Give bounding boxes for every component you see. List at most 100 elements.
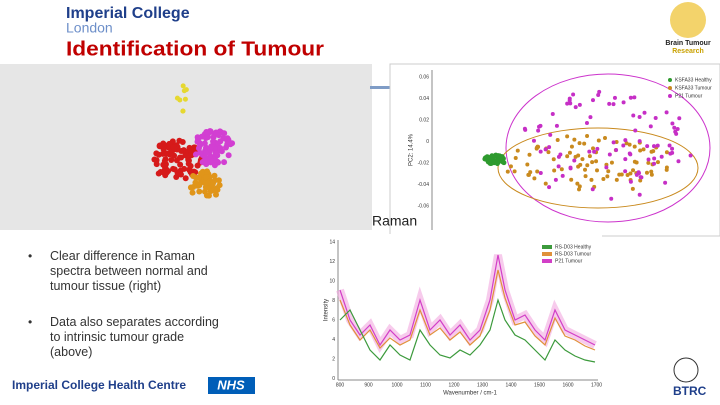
legend-label: KSFA33 Healthy bbox=[675, 77, 712, 83]
dot bbox=[627, 142, 632, 147]
dot bbox=[182, 175, 189, 182]
dot bbox=[578, 162, 583, 167]
dot bbox=[558, 152, 563, 157]
legend-swatch bbox=[542, 259, 552, 263]
dot bbox=[205, 192, 212, 199]
dot bbox=[548, 132, 553, 137]
dot bbox=[614, 177, 619, 182]
dot bbox=[187, 184, 194, 191]
dot bbox=[221, 159, 228, 166]
dot bbox=[688, 153, 693, 158]
dot bbox=[538, 149, 543, 154]
dot bbox=[538, 123, 543, 128]
dot bbox=[591, 146, 596, 151]
legend-label: RS-D03 Healthy bbox=[555, 244, 592, 250]
dot bbox=[536, 128, 541, 133]
axis-label: Intensity bbox=[324, 299, 330, 321]
dot bbox=[534, 145, 539, 150]
dot bbox=[664, 150, 669, 155]
dot bbox=[189, 189, 196, 196]
dot bbox=[538, 171, 543, 176]
dot bbox=[572, 137, 577, 142]
dot bbox=[585, 133, 590, 138]
dot bbox=[180, 108, 186, 114]
legend-label: KSFA33 Tumour bbox=[675, 85, 712, 91]
dot bbox=[646, 157, 651, 162]
location: London bbox=[66, 20, 113, 36]
dot bbox=[583, 167, 588, 172]
dot bbox=[565, 154, 570, 159]
dot bbox=[170, 144, 177, 151]
dot bbox=[523, 127, 528, 132]
dot bbox=[595, 168, 600, 173]
dot bbox=[512, 169, 517, 174]
divider bbox=[370, 86, 390, 89]
logo-text: Research bbox=[672, 48, 704, 55]
dot bbox=[567, 98, 572, 103]
y-tick-label: 0.02 bbox=[419, 117, 429, 123]
dot bbox=[552, 168, 557, 173]
scatter-image bbox=[389, 63, 720, 237]
y-tick-label: 0 bbox=[332, 376, 335, 382]
dot bbox=[663, 180, 668, 185]
dot bbox=[589, 177, 594, 182]
dot bbox=[652, 156, 657, 161]
dot bbox=[623, 157, 628, 162]
x-tick-label: 1300 bbox=[477, 382, 488, 388]
bullet-line: Data also separates according bbox=[50, 315, 219, 329]
dot bbox=[527, 152, 532, 157]
dot bbox=[183, 87, 189, 93]
dot bbox=[177, 167, 184, 174]
dot bbox=[195, 136, 202, 143]
dot bbox=[553, 177, 558, 182]
dot bbox=[565, 134, 570, 139]
dot bbox=[155, 170, 162, 177]
dot bbox=[208, 143, 215, 150]
dot bbox=[160, 169, 167, 176]
dot bbox=[177, 161, 184, 168]
x-tick-label: 1200 bbox=[448, 382, 459, 388]
bullet-dot: • bbox=[28, 249, 32, 263]
legend-swatch bbox=[542, 252, 552, 256]
dot bbox=[217, 145, 224, 152]
x-tick-label: 1000 bbox=[391, 382, 402, 388]
dot bbox=[577, 187, 582, 192]
dot bbox=[568, 101, 573, 106]
dot bbox=[675, 126, 680, 131]
institution: Imperial College bbox=[66, 5, 190, 22]
slide-title: Identification of Tumour bbox=[66, 38, 324, 60]
y-tick-label: 4 bbox=[332, 337, 335, 343]
dot bbox=[213, 150, 220, 157]
dot bbox=[655, 160, 660, 165]
dot bbox=[655, 143, 660, 148]
dot bbox=[621, 143, 626, 148]
y-tick-label: 6 bbox=[332, 317, 335, 323]
dot bbox=[551, 157, 556, 162]
logo-text: Brain Tumour bbox=[665, 40, 711, 47]
dot bbox=[590, 160, 595, 165]
dot bbox=[583, 174, 588, 179]
dot bbox=[595, 146, 600, 151]
x-tick-label: 1500 bbox=[534, 382, 545, 388]
y-tick-label: 0.06 bbox=[419, 74, 429, 80]
dot bbox=[569, 144, 574, 149]
dot bbox=[513, 155, 518, 160]
dot bbox=[573, 154, 578, 159]
y-tick-label: -0.06 bbox=[418, 203, 430, 209]
dot bbox=[182, 96, 188, 102]
dot bbox=[543, 147, 548, 152]
dot bbox=[628, 171, 633, 176]
dot bbox=[649, 149, 654, 154]
dot bbox=[204, 168, 211, 175]
legend-label: P21 Tumour bbox=[675, 93, 703, 99]
dot bbox=[196, 188, 203, 195]
dot bbox=[638, 148, 643, 153]
caption: Raman bbox=[372, 213, 417, 229]
dot bbox=[567, 150, 572, 155]
dot bbox=[221, 130, 228, 137]
dot bbox=[577, 141, 582, 146]
dot bbox=[667, 143, 672, 148]
dot bbox=[161, 157, 168, 164]
dot bbox=[627, 151, 632, 156]
dot bbox=[587, 149, 592, 154]
